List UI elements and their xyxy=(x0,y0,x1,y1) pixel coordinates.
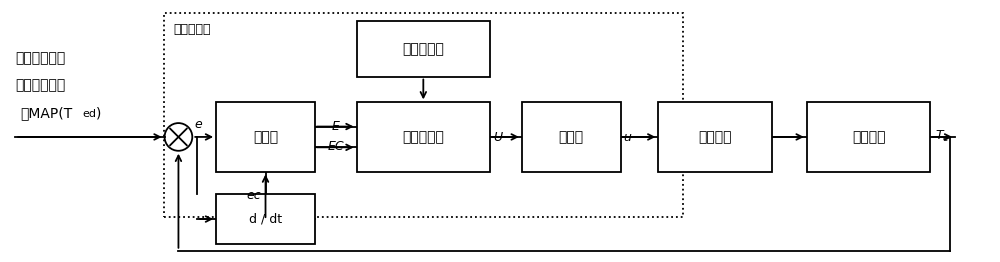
Text: 模糊推理机: 模糊推理机 xyxy=(402,130,444,144)
Text: 模糊规则库: 模糊规则库 xyxy=(402,42,444,56)
Text: 度MAP(T: 度MAP(T xyxy=(20,106,72,120)
Bar xyxy=(357,102,490,172)
Text: U: U xyxy=(493,131,502,144)
Text: ): ) xyxy=(96,106,102,120)
Text: 被控对象: 被控对象 xyxy=(852,130,885,144)
Bar xyxy=(522,102,621,172)
Text: 执行机构: 执行机构 xyxy=(698,130,732,144)
Text: E: E xyxy=(332,121,340,133)
Text: EC: EC xyxy=(327,140,344,153)
Text: d / dt: d / dt xyxy=(249,212,282,226)
Text: 最佳冷却液温: 最佳冷却液温 xyxy=(15,79,65,92)
Bar xyxy=(658,102,772,172)
Text: u: u xyxy=(624,131,632,144)
Text: $T_e$: $T_e$ xyxy=(935,129,950,144)
Text: 模糊控制器: 模糊控制器 xyxy=(173,23,211,36)
Bar xyxy=(807,102,930,172)
Bar xyxy=(357,21,490,77)
Text: ed: ed xyxy=(82,109,96,119)
Text: e: e xyxy=(194,118,202,131)
Text: ec: ec xyxy=(246,189,261,202)
Text: 读取不同海拔: 读取不同海拔 xyxy=(15,51,65,65)
Bar xyxy=(216,194,315,244)
Bar xyxy=(164,13,683,217)
Text: 模糊化: 模糊化 xyxy=(253,130,278,144)
Bar xyxy=(216,102,315,172)
Text: 解模糊: 解模糊 xyxy=(559,130,584,144)
